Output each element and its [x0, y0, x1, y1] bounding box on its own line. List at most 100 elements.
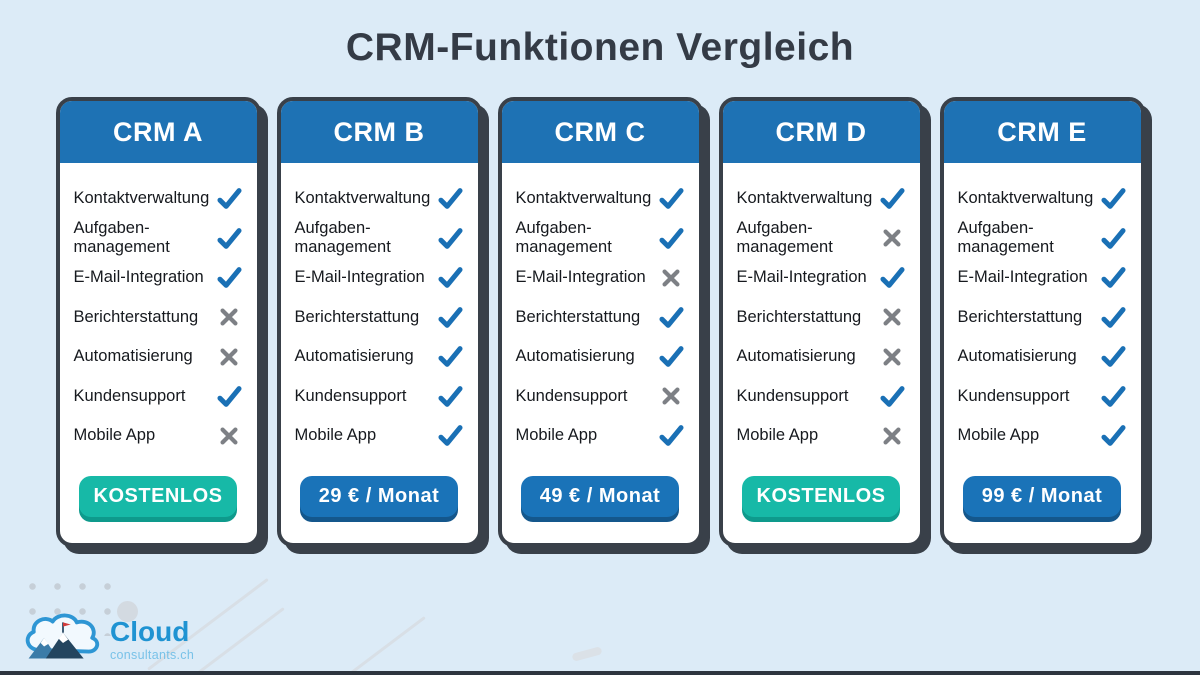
feature-row: E-Mail-Integration — [737, 258, 906, 298]
feature-label: Berichterstattung — [957, 307, 1083, 326]
check-icon — [879, 264, 906, 291]
logo-domain: consultants.ch — [110, 647, 195, 662]
check-icon — [658, 225, 685, 252]
feature-row: Kontaktverwaltung — [516, 179, 685, 219]
feature-row: Berichterstattung — [295, 298, 464, 338]
feature-label: Automatisierung — [294, 347, 414, 366]
feature-row: Mobile App — [737, 416, 906, 456]
feature-list: Kontaktverwaltung Aufgaben- management E-M… — [944, 163, 1141, 456]
logo-text: Cloud consultants.ch — [110, 617, 195, 662]
check-icon — [216, 383, 243, 410]
feature-label: Automatisierung — [73, 347, 193, 366]
card-title: CRM C — [554, 116, 646, 147]
crm-card: CRM E Kontaktverwaltung Aufgaben- managem… — [939, 97, 1145, 547]
cross-icon — [216, 343, 243, 370]
price-badge: 99 € / Monat — [963, 475, 1121, 517]
feature-label: Berichterstattung — [736, 307, 862, 326]
feature-row: Berichterstattung — [516, 298, 685, 338]
cross-icon — [879, 225, 906, 252]
feature-row: Automatisierung — [958, 337, 1127, 377]
feature-label: Kundensupport — [294, 386, 407, 405]
feature-row: Berichterstattung — [737, 298, 906, 338]
feature-label: Aufgaben- management — [515, 219, 612, 257]
feature-label: Mobile App — [73, 426, 156, 445]
check-icon — [1100, 383, 1127, 410]
feature-row: E-Mail-Integration — [74, 258, 243, 298]
card-title: CRM D — [775, 116, 867, 147]
feature-label: Automatisierung — [736, 347, 856, 366]
check-icon — [1100, 264, 1127, 291]
feature-row: Kontaktverwaltung — [74, 179, 243, 219]
feature-row: Kundensupport — [737, 377, 906, 417]
badge-wrap: KOSTENLOS — [60, 475, 257, 517]
card-header: CRM A — [59, 101, 257, 163]
feature-row: Aufgaben- management — [516, 219, 685, 259]
check-icon — [216, 264, 243, 291]
feature-row: Mobile App — [516, 416, 685, 456]
feature-label: Automatisierung — [957, 347, 1077, 366]
check-icon — [437, 264, 464, 291]
feature-row: E-Mail-Integration — [958, 258, 1127, 298]
check-icon — [216, 185, 243, 212]
feature-list: Kontaktverwaltung Aufgaben- management E-M… — [281, 163, 478, 456]
feature-row: Berichterstattung — [958, 298, 1127, 338]
feature-label: Kontaktverwaltung — [73, 189, 210, 208]
feature-label: Berichterstattung — [73, 307, 199, 326]
check-icon — [437, 225, 464, 252]
feature-list: Kontaktverwaltung Aufgaben- management E-M… — [723, 163, 920, 456]
feature-label: E-Mail-Integration — [736, 268, 867, 287]
feature-label: Mobile App — [515, 426, 598, 445]
cards-row: CRM A Kontaktverwaltung Aufgaben- managem… — [0, 97, 1200, 547]
feature-row: Automatisierung — [737, 337, 906, 377]
check-icon — [437, 422, 464, 449]
feature-row: Kontaktverwaltung — [737, 179, 906, 219]
card-header: CRM E — [943, 101, 1141, 163]
feature-label: Mobile App — [736, 426, 819, 445]
price-badge: KOSTENLOS — [79, 475, 237, 517]
feature-label: Mobile App — [957, 426, 1040, 445]
check-icon — [658, 343, 685, 370]
feature-label: E-Mail-Integration — [294, 268, 425, 287]
feature-row: Kontaktverwaltung — [295, 179, 464, 219]
check-icon — [1100, 185, 1127, 212]
cross-icon — [216, 422, 243, 449]
feature-label: E-Mail-Integration — [73, 268, 204, 287]
feature-label: Automatisierung — [515, 347, 635, 366]
feature-label: Kundensupport — [957, 386, 1070, 405]
feature-row: Kundensupport — [74, 377, 243, 417]
feature-label: Kontaktverwaltung — [294, 189, 431, 208]
diagonal-line-decoration — [344, 616, 426, 675]
feature-row: Kundensupport — [516, 377, 685, 417]
cross-icon — [879, 343, 906, 370]
feature-row: Berichterstattung — [74, 298, 243, 338]
check-icon — [879, 185, 906, 212]
feature-label: Aufgaben- management — [736, 219, 833, 257]
feature-row: Aufgaben- management — [295, 219, 464, 259]
circle-decoration — [117, 601, 138, 622]
cross-icon — [216, 304, 243, 331]
check-icon — [437, 343, 464, 370]
feature-label: Berichterstattung — [515, 307, 641, 326]
price-badge: 29 € / Monat — [300, 475, 458, 517]
card-title: CRM A — [113, 116, 203, 147]
feature-label: Berichterstattung — [294, 307, 420, 326]
card-title: CRM B — [333, 116, 425, 147]
check-icon — [437, 185, 464, 212]
badge-wrap: KOSTENLOS — [723, 475, 920, 517]
bottom-bar-decoration — [0, 671, 1200, 675]
cloud-mountain-logo-icon — [20, 610, 106, 669]
brand-logo: Cloud consultants.ch — [20, 610, 194, 669]
feature-label: E-Mail-Integration — [957, 268, 1088, 287]
feature-row: Mobile App — [295, 416, 464, 456]
card-header: CRM B — [280, 101, 478, 163]
feature-label: Kundensupport — [515, 386, 628, 405]
feature-label: E-Mail-Integration — [515, 268, 646, 287]
check-icon — [1100, 343, 1127, 370]
feature-label: Kontaktverwaltung — [957, 189, 1094, 208]
feature-row: Aufgaben- management — [74, 219, 243, 259]
crm-card: CRM B Kontaktverwaltung Aufgaben- managem… — [276, 97, 482, 547]
feature-row: Mobile App — [74, 416, 243, 456]
dash-decoration — [571, 646, 603, 662]
check-icon — [1100, 225, 1127, 252]
